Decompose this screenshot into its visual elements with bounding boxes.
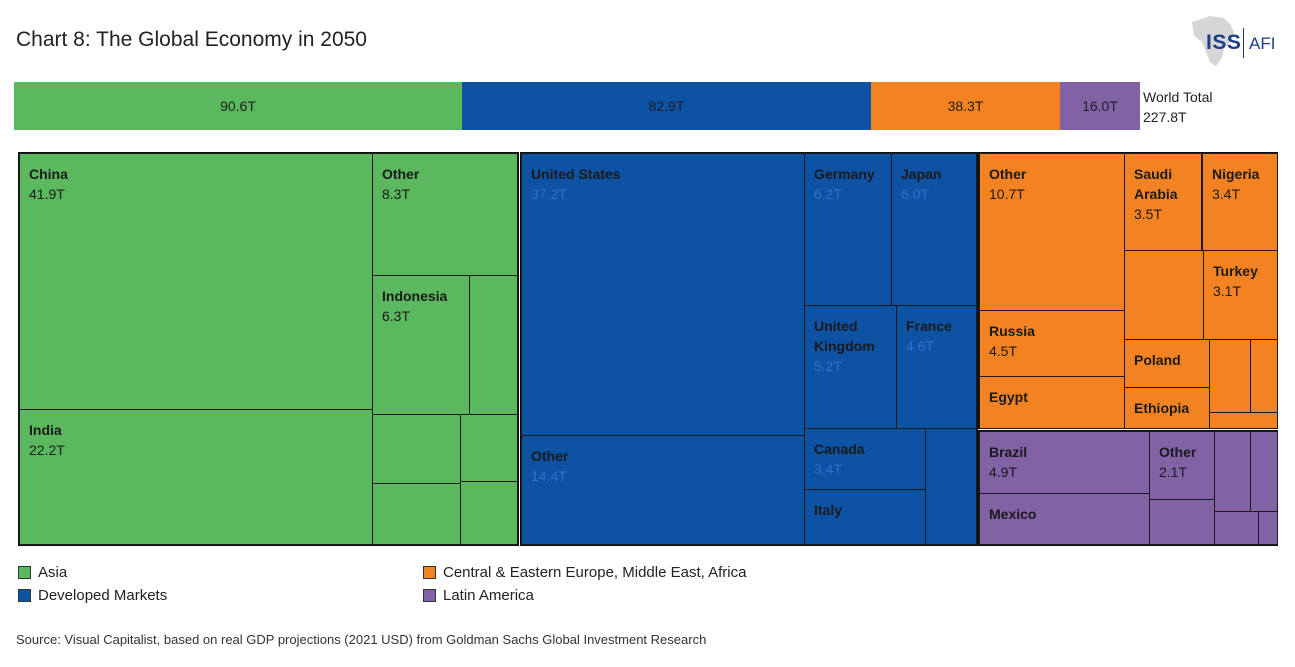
treemap-cell-france: France 4.6T — [896, 305, 977, 429]
legend-swatch — [18, 566, 31, 579]
treemap-cell-ceemea-other: Other 10.7T — [979, 153, 1126, 311]
treemap-cell-latam-minor — [1149, 499, 1215, 545]
bar-latam-total: 16.0T — [1060, 82, 1140, 130]
africa-map-icon — [1192, 16, 1234, 66]
treemap-cell-asia-other: Other 8.3T — [372, 153, 518, 276]
treemap-cell-poland: Poland — [1124, 339, 1210, 388]
treemap-cell-ceemea-minor — [1209, 339, 1251, 413]
legend-swatch — [423, 589, 436, 602]
treemap-cell-india: India 22.2T — [19, 409, 373, 545]
chart-title: Chart 8: The Global Economy in 2050 — [16, 28, 367, 51]
treemap-cell-latam-minor — [1250, 431, 1278, 512]
treemap-cell-latam-minor — [1258, 511, 1278, 545]
treemap-cell-ceemea-minor — [1124, 250, 1204, 340]
treemap-cell-asia-minor — [460, 481, 518, 545]
treemap-cell-italy: Italy — [804, 489, 926, 545]
treemap-cell-ceemea-minor — [1209, 412, 1278, 429]
treemap-cell-latam-other: Other 2.1T — [1149, 431, 1215, 500]
legend-swatch — [18, 589, 31, 602]
treemap-cell-latam-minor — [1214, 431, 1251, 512]
treemap-cell-united-kingdom: United Kingdom 5.2T — [804, 305, 897, 429]
asia-treemap-frame — [18, 152, 519, 546]
logo-afi-text: AFI — [1249, 34, 1276, 53]
logo-iss-text: ISS — [1206, 31, 1242, 54]
treemap-cell-russia: Russia 4.5T — [979, 310, 1125, 377]
treemap-cell-japan: Japan 6.0T — [891, 153, 977, 306]
treemap-cell-turkey: Turkey 3.1T — [1203, 250, 1278, 340]
treemap-cell-mexico: Mexico — [979, 493, 1150, 545]
treemap-cell-united-states: United States 37.2T — [521, 153, 805, 436]
legend-item-developed: Developed Markets — [18, 587, 167, 604]
treemap-cell-china: China 41.9T — [19, 153, 373, 410]
treemap-cell-asia-minor — [372, 414, 461, 484]
legend-item-ceemea: Central & Eastern Europe, Middle East, A… — [423, 564, 746, 581]
treemap-cell-canada: Canada 3.4T — [804, 428, 926, 490]
treemap-cell-developed-minor — [925, 428, 977, 545]
treemap-cell-brazil: Brazil 4.9T — [979, 431, 1150, 494]
treemap-cell-asia-minor — [469, 275, 518, 415]
source-note: Source: Visual Capitalist, based on real… — [16, 632, 707, 647]
treemap-cell-ethiopia: Ethiopia — [1124, 387, 1210, 429]
treemap-cell-nigeria: Nigeria 3.4T — [1202, 153, 1278, 251]
bar-developed-total: 82.9T — [462, 82, 871, 130]
treemap-cell-germany: Germany 6.2T — [804, 153, 892, 306]
treemap-cell-developed-other: Other 14.4T — [521, 435, 805, 545]
legend-item-asia: Asia — [18, 564, 67, 581]
world-total: World Total 227.8T — [1143, 89, 1213, 125]
treemap-cell-asia-minor — [372, 483, 461, 545]
legend-item-latam: Latin America — [423, 587, 534, 604]
legend-swatch — [423, 566, 436, 579]
bar-asia-total: 90.6T — [14, 82, 462, 130]
treemap-cell-saudi-arabia: Saudi Arabia 3.5T — [1124, 153, 1202, 251]
treemap-cell-indonesia: Indonesia 6.3T — [372, 275, 470, 415]
treemap-cell-egypt: Egypt — [979, 376, 1125, 429]
developed-treemap-frame — [520, 152, 978, 546]
treemap-cell-latam-minor — [1214, 511, 1259, 545]
bar-ceemea-total: 38.3T — [871, 82, 1060, 130]
treemap-cell-asia-minor — [460, 414, 518, 482]
logo-divider — [1243, 28, 1244, 58]
treemap-cell-ceemea-minor — [1250, 339, 1278, 413]
